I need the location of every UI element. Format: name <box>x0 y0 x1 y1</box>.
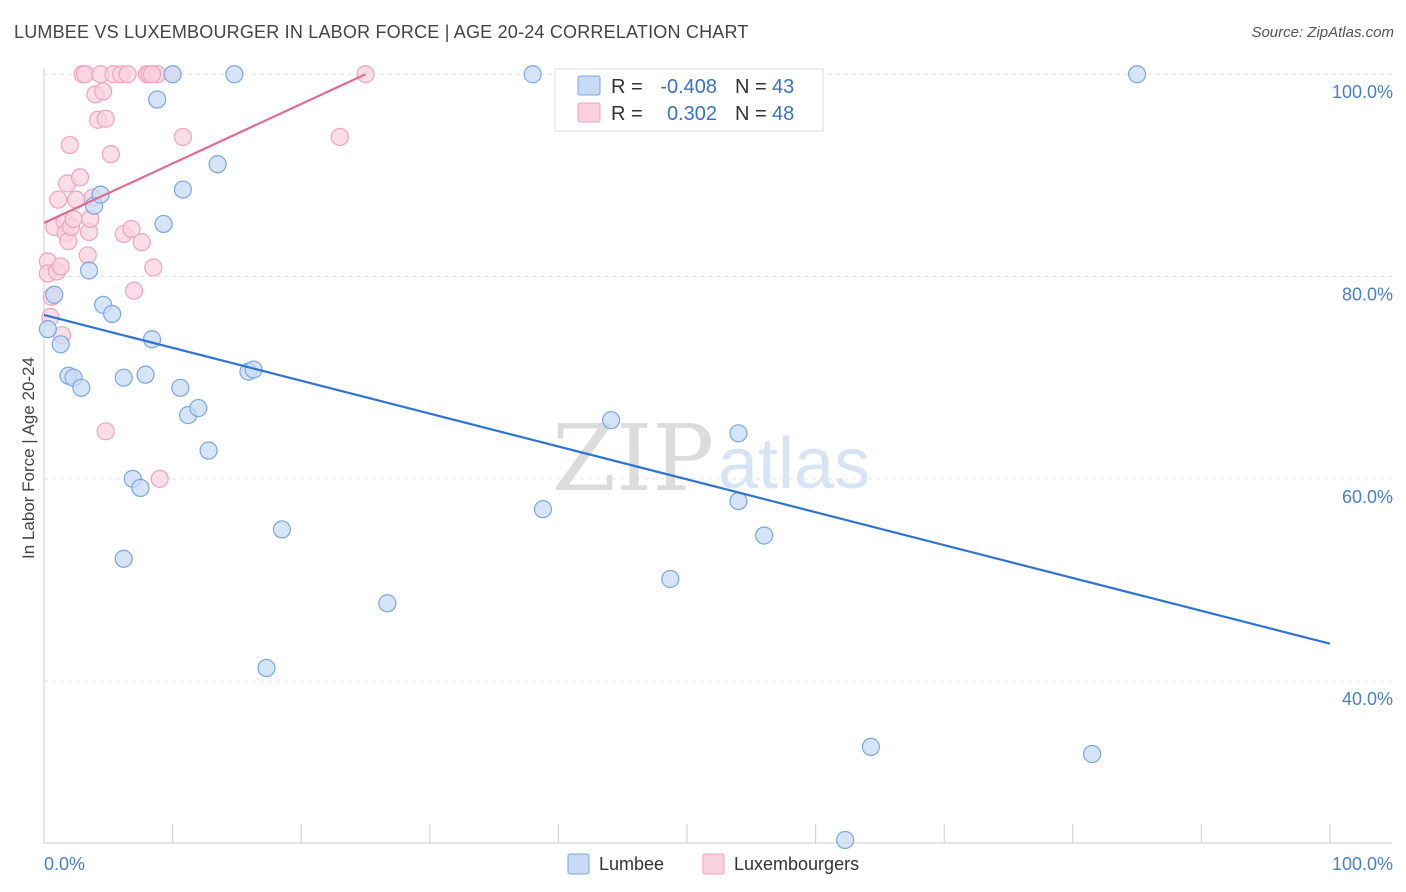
legend-n-label: N = <box>735 76 767 98</box>
point-lumbee <box>163 65 182 84</box>
legend-n-value: 48 <box>772 103 794 125</box>
series-legend-label-lumbee: Lumbee <box>599 854 664 874</box>
trend-line-lumbee <box>43 313 1331 645</box>
y-tick-label: 80.0% <box>1342 285 1393 305</box>
data-points <box>38 65 1147 850</box>
point-luxembourgers <box>144 258 163 277</box>
point-luxembourgers <box>330 127 349 147</box>
point-luxembourgers <box>142 65 162 84</box>
point-lumbee <box>136 365 155 384</box>
x-tick-label: 0.0% <box>44 854 85 874</box>
point-lumbee <box>523 65 542 84</box>
point-lumbee <box>199 441 218 460</box>
point-lumbee <box>1127 65 1147 84</box>
point-lumbee <box>114 549 133 568</box>
point-lumbee <box>208 155 227 174</box>
point-luxembourgers <box>150 469 169 488</box>
axes <box>43 68 1392 844</box>
point-luxembourgers <box>51 257 70 276</box>
point-lumbee <box>131 478 150 498</box>
point-lumbee <box>51 335 70 354</box>
point-lumbee <box>154 214 173 234</box>
point-luxembourgers <box>60 135 79 155</box>
point-luxembourgers <box>122 219 141 239</box>
stats-legend: R = -0.408 N = 43 R = 0.302 N = 48 <box>554 68 824 132</box>
legend-r-label: R = <box>611 103 643 125</box>
x-tick-label: 100.0% <box>1332 854 1393 874</box>
watermark: ZIP atlas <box>552 405 870 512</box>
point-luxembourgers <box>118 65 137 84</box>
point-lumbee <box>114 368 133 387</box>
point-luxembourgers <box>96 109 115 128</box>
point-luxembourgers <box>94 82 113 101</box>
point-luxembourgers <box>76 65 95 84</box>
chart-title: LUMBEE VS LUXEMBOURGER IN LABOR FORCE | … <box>14 22 749 42</box>
point-lumbee <box>836 830 855 850</box>
point-lumbee <box>257 658 276 678</box>
series-legend: Lumbee Luxembourgers <box>567 853 859 875</box>
point-lumbee <box>38 320 57 339</box>
legend-r-value: 0.302 <box>667 103 717 125</box>
point-lumbee <box>661 569 680 589</box>
point-luxembourgers <box>78 246 97 265</box>
point-lumbee <box>729 424 748 443</box>
legend-swatch-lumbee <box>577 75 601 96</box>
point-luxembourgers <box>96 422 115 441</box>
source-credit: Source: ZipAtlas.com <box>1251 24 1394 41</box>
point-luxembourgers <box>173 127 192 147</box>
point-lumbee <box>602 411 621 430</box>
point-lumbee <box>1082 744 1102 764</box>
y-tick-label: 40.0% <box>1342 689 1393 709</box>
point-luxembourgers <box>101 145 120 164</box>
legend-n-value: 43 <box>772 76 794 98</box>
point-lumbee <box>378 594 397 613</box>
trend-lines <box>43 73 1331 645</box>
legend-r-value: -0.408 <box>660 76 717 98</box>
series-legend-label-luxembourgers: Luxembourgers <box>734 854 859 874</box>
point-lumbee <box>148 90 167 109</box>
point-luxembourgers <box>70 168 90 187</box>
x-tick-labels: 0.0% 100.0% <box>44 854 1393 874</box>
legend-r-label: R = <box>611 76 643 98</box>
point-lumbee <box>72 378 91 397</box>
trend-line-luxembourgers <box>43 73 366 224</box>
legend-n-label: N = <box>735 103 767 125</box>
point-lumbee <box>79 261 99 280</box>
point-lumbee <box>171 378 190 397</box>
point-luxembourgers <box>132 233 151 252</box>
point-lumbee <box>272 520 292 539</box>
series-legend-swatch-lumbee <box>567 853 590 875</box>
point-luxembourgers <box>49 190 68 209</box>
point-luxembourgers <box>124 281 144 300</box>
watermark-zip: ZIP <box>552 405 714 512</box>
point-lumbee <box>861 737 880 757</box>
y-tick-label: 60.0% <box>1342 487 1393 507</box>
series-legend-swatch-luxembourgers <box>702 853 725 875</box>
point-lumbee <box>103 304 122 324</box>
point-lumbee <box>755 526 774 545</box>
legend-swatch-luxembourgers <box>577 102 601 123</box>
point-lumbee <box>225 65 244 84</box>
y-tick-labels: 100.0% 80.0% 60.0% 40.0% <box>1332 82 1393 709</box>
y-axis-title: In Labor Force | Age 20-24 <box>19 357 38 559</box>
point-lumbee <box>45 285 64 304</box>
y-tick-label: 100.0% <box>1332 82 1393 102</box>
point-lumbee <box>533 500 553 519</box>
point-lumbee <box>173 180 192 199</box>
point-lumbee <box>189 398 208 418</box>
